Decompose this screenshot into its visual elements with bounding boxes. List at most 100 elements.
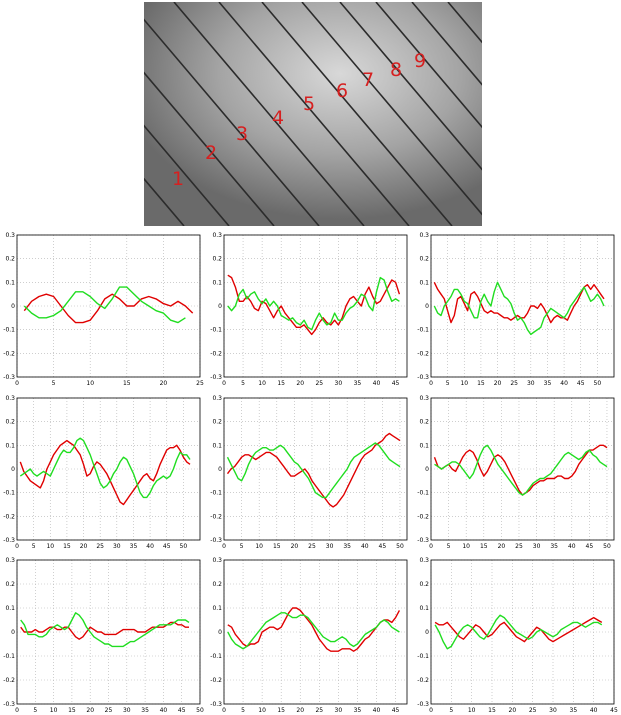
y-tick-label: -0.3 — [210, 701, 222, 708]
photo-label-7: 7 — [362, 69, 374, 91]
x-tick-label: 15 — [480, 543, 488, 550]
x-tick-label: 30 — [113, 543, 121, 550]
x-tick-label: 10 — [46, 543, 54, 550]
plot-frame — [223, 234, 408, 378]
photo-label-1: 1 — [172, 168, 184, 190]
x-tick-label: 25 — [315, 380, 323, 387]
y-tick-label: -0.3 — [3, 537, 15, 544]
x-tick-label: 15 — [488, 707, 496, 714]
photo-label-2: 2 — [205, 142, 217, 164]
y-tick-label: 0 — [218, 466, 222, 473]
x-tick-label: 5 — [240, 543, 244, 550]
x-tick-label: 25 — [315, 707, 323, 714]
photo-label-8: 8 — [390, 59, 402, 81]
y-tick-label: 0 — [425, 629, 429, 636]
red-series-line — [227, 274, 401, 336]
x-tick-label: 35 — [354, 707, 362, 714]
chart-panel-1: 0 5 10 15 20 25 -0.3 -0.2 -0.1 0 0.1 0.2 0.3 — [3, 232, 204, 387]
photo-line-3 — [144, 71, 275, 226]
y-tick-label: 0.3 — [212, 395, 222, 402]
x-tick-label: 10 — [462, 543, 470, 550]
chart-panel-7: 0 5 10 15 20 25 30 35 40 45 50 -0.3 -0.2 -0.1 0 0.1 0.2 0… — [3, 557, 204, 714]
x-tick-label: 20 — [296, 380, 304, 387]
x-tick-label: 0 — [15, 707, 19, 714]
photo-line-1 — [144, 177, 185, 226]
photo-line-6 — [218, 2, 410, 226]
x-tick-label: 25 — [529, 707, 537, 714]
x-tick-label: 0 — [222, 707, 226, 714]
y-tick-label: -0.3 — [3, 701, 15, 708]
x-tick-label: 45 — [163, 543, 171, 550]
green-series-line — [227, 612, 400, 650]
x-tick-label: 5 — [241, 380, 245, 387]
x-tick-label: 0 — [222, 380, 226, 387]
y-tick-label: -0.2 — [417, 513, 429, 520]
y-tick-label: 0.2 — [419, 256, 429, 263]
y-tick-label: 0.1 — [5, 442, 15, 449]
y-tick-label: -0.3 — [417, 374, 429, 381]
chart-panel-9: 0 5 10 15 20 25 30 35 40 45 -0.3 -0.2 -0.1 0 0.1 0.2 0.3 — [417, 557, 618, 714]
y-tick-label: 0.2 — [5, 581, 15, 588]
y-tick-label: 0.3 — [5, 557, 15, 564]
x-tick-label: 25 — [105, 707, 113, 714]
plot-frame — [430, 234, 615, 378]
x-tick-label: 15 — [123, 380, 131, 387]
x-tick-label: 15 — [63, 543, 71, 550]
x-tick-label: 30 — [549, 707, 557, 714]
green-series-line — [434, 614, 603, 650]
y-tick-label: -0.1 — [210, 653, 222, 660]
photo-label-3: 3 — [236, 123, 248, 145]
x-tick-label: 35 — [343, 543, 351, 550]
y-tick-label: -0.3 — [3, 374, 15, 381]
x-tick-label: 5 — [241, 707, 245, 714]
red-series-line — [227, 607, 401, 652]
x-tick-label: 40 — [146, 543, 154, 550]
y-tick-label: -0.3 — [210, 374, 222, 381]
y-tick-label: 0 — [218, 303, 222, 310]
x-tick-label: 10 — [86, 380, 94, 387]
y-tick-label: 0.2 — [212, 256, 222, 263]
x-tick-label: 5 — [52, 380, 56, 387]
x-tick-label: 10 — [258, 380, 266, 387]
x-tick-label: 40 — [373, 380, 381, 387]
x-tick-label: 5 — [32, 543, 36, 550]
x-tick-label: 0 — [429, 380, 433, 387]
y-tick-label: -0.2 — [210, 350, 222, 357]
y-tick-label: 0.3 — [419, 395, 429, 402]
x-tick-label: 35 — [354, 380, 362, 387]
y-tick-label: 0.1 — [419, 605, 429, 612]
x-tick-label: 25 — [510, 380, 518, 387]
x-tick-label: 0 — [15, 543, 19, 550]
x-tick-label: 50 — [180, 543, 188, 550]
red-series-line — [433, 281, 605, 324]
y-tick-label: -0.1 — [417, 327, 429, 334]
x-tick-label: 50 — [196, 707, 204, 714]
plot-frame — [16, 234, 201, 378]
y-tick-label: 0.1 — [419, 279, 429, 286]
x-tick-label: 5 — [446, 380, 450, 387]
y-tick-label: -0.2 — [3, 350, 15, 357]
y-tick-label: 0.2 — [212, 419, 222, 426]
x-tick-label: 45 — [392, 380, 400, 387]
x-tick-label: 45 — [577, 380, 585, 387]
y-tick-label: 0.3 — [5, 395, 15, 402]
y-tick-label: 0.1 — [5, 605, 15, 612]
red-series-line — [434, 616, 603, 643]
y-tick-label: -0.3 — [417, 701, 429, 708]
x-tick-label: 40 — [160, 707, 168, 714]
y-tick-label: 0 — [218, 629, 222, 636]
photo-line-4 — [144, 18, 320, 226]
y-tick-label: 0.3 — [5, 232, 15, 239]
x-tick-label: 20 — [80, 543, 88, 550]
y-tick-label: -0.2 — [3, 677, 15, 684]
red-series-line — [226, 432, 401, 508]
x-tick-label: 10 — [460, 380, 468, 387]
green-series-line — [23, 286, 186, 324]
y-tick-label: 0 — [11, 466, 15, 473]
y-tick-label: -0.2 — [3, 513, 15, 520]
x-tick-label: 10 — [50, 707, 58, 714]
y-tick-label: 0.3 — [212, 232, 222, 239]
x-tick-label: 30 — [326, 543, 334, 550]
x-tick-label: 5 — [33, 707, 37, 714]
x-tick-label: 35 — [550, 543, 558, 550]
